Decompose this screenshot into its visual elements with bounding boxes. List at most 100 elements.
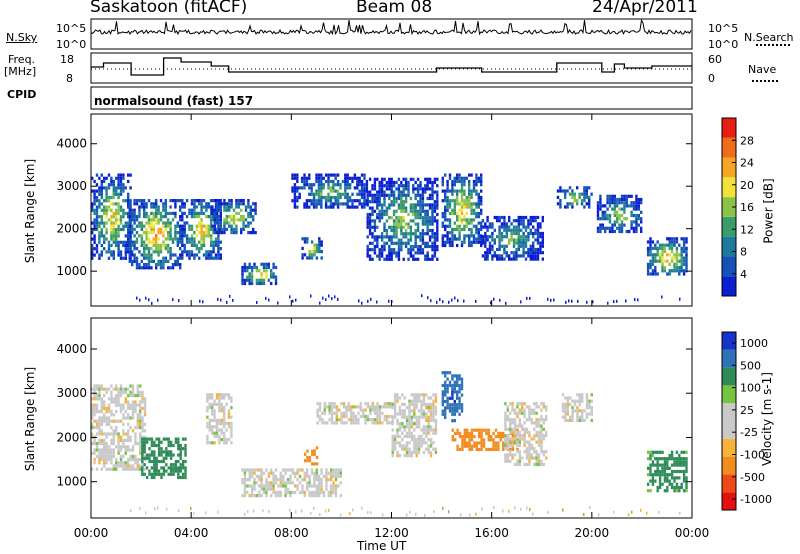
echo-cell (330, 468, 333, 472)
echo-cell (138, 205, 141, 209)
echo-cell (270, 487, 273, 491)
echo-cell (434, 431, 438, 435)
echo-cell (119, 454, 123, 458)
echo-cell (424, 190, 427, 194)
echo-cell (390, 251, 393, 255)
echo-cell (658, 253, 662, 257)
echo-cell (356, 186, 359, 190)
echo-cell (685, 240, 688, 244)
echo-cell (410, 415, 414, 419)
echo-cell (472, 237, 476, 241)
echo-cell (356, 176, 359, 180)
echo-cell (107, 397, 111, 401)
echo-cell (317, 189, 321, 193)
echo-cell (267, 474, 270, 478)
echo-cell (407, 222, 410, 226)
echo-cell (260, 471, 263, 475)
echo-cell (422, 399, 426, 403)
echo-cell (453, 412, 456, 416)
echo-cell (383, 212, 386, 217)
echo-cell (246, 265, 249, 270)
echo-cell (159, 211, 163, 215)
echo-cell (606, 207, 609, 211)
ground-scatter-cell (625, 299, 627, 303)
echo-cell (539, 231, 542, 236)
echo-cell (428, 235, 432, 239)
ground-scatter-cell (319, 301, 321, 305)
echo-cell (515, 228, 518, 232)
echo-cell (460, 243, 464, 248)
echo-cell (279, 474, 282, 478)
echo-cell (133, 243, 136, 247)
echo-cell (583, 418, 586, 422)
echo-cell (472, 202, 476, 206)
echo-cell (213, 399, 216, 403)
echo-cell (98, 458, 101, 462)
echo-cell (521, 405, 524, 409)
echo-cell (390, 203, 393, 207)
echo-cell (564, 409, 567, 413)
echo-cell (249, 231, 252, 235)
echo-cell (105, 435, 108, 439)
echo-cell (296, 179, 299, 184)
echo-cell (122, 390, 125, 394)
echo-cell (480, 179, 483, 184)
echo-cell (581, 415, 584, 419)
echo-cell (333, 421, 336, 425)
echo-cell (429, 450, 433, 454)
echo-cell (529, 228, 532, 232)
echo-cell (663, 460, 667, 464)
echo-cell (112, 240, 115, 244)
echo-cell (134, 400, 137, 404)
echo-cell (139, 467, 142, 471)
ground-scatter-cell (493, 297, 495, 301)
echo-cell (503, 219, 506, 223)
echo-cell (608, 201, 612, 205)
echo-cell (682, 460, 686, 464)
echo-cell (112, 397, 115, 401)
colorbar-tick-label: -25 (740, 426, 758, 439)
echo-cell (444, 240, 447, 244)
echo-cell (380, 177, 384, 181)
echo-cell (395, 222, 398, 226)
echo-cell (590, 406, 593, 410)
echo-cell (368, 193, 372, 197)
echo-cell (184, 459, 187, 464)
echo-cell (145, 266, 148, 270)
echo-cell (293, 199, 297, 203)
echo-cell (458, 237, 461, 241)
echo-cell (202, 199, 206, 203)
echo-cell (310, 253, 314, 257)
echo-cell (119, 183, 123, 187)
echo-cell (388, 216, 391, 220)
echo-cell (248, 468, 251, 472)
echo-cell (303, 478, 306, 482)
echo-cell (404, 184, 408, 188)
echo-cell (117, 448, 120, 452)
echo-cell (301, 253, 304, 257)
echo-cell (318, 418, 322, 422)
echo-cell (571, 192, 574, 196)
colorbar-swatch (722, 438, 736, 457)
echo-cell (332, 487, 335, 491)
echo-cell (216, 208, 219, 212)
echo-cell (124, 451, 127, 455)
echo-cell (413, 434, 416, 438)
echo-cell (117, 403, 120, 407)
echo-cell (190, 240, 194, 244)
echo-cell (312, 183, 316, 187)
echo-cell (407, 187, 410, 191)
echo-cell (407, 241, 410, 245)
echo-cell (475, 227, 478, 232)
echo-cell (177, 443, 180, 448)
echo-cell (417, 441, 421, 445)
echo-cell (481, 225, 485, 229)
x-tick-label: 08:00 (274, 526, 309, 540)
echo-cell (284, 490, 287, 494)
echo-cell (428, 180, 432, 185)
echo-cell (465, 199, 468, 203)
echo-cell (115, 202, 118, 206)
echo-cell (153, 456, 156, 460)
echo-cell (623, 204, 626, 208)
echo-cell (409, 248, 413, 252)
